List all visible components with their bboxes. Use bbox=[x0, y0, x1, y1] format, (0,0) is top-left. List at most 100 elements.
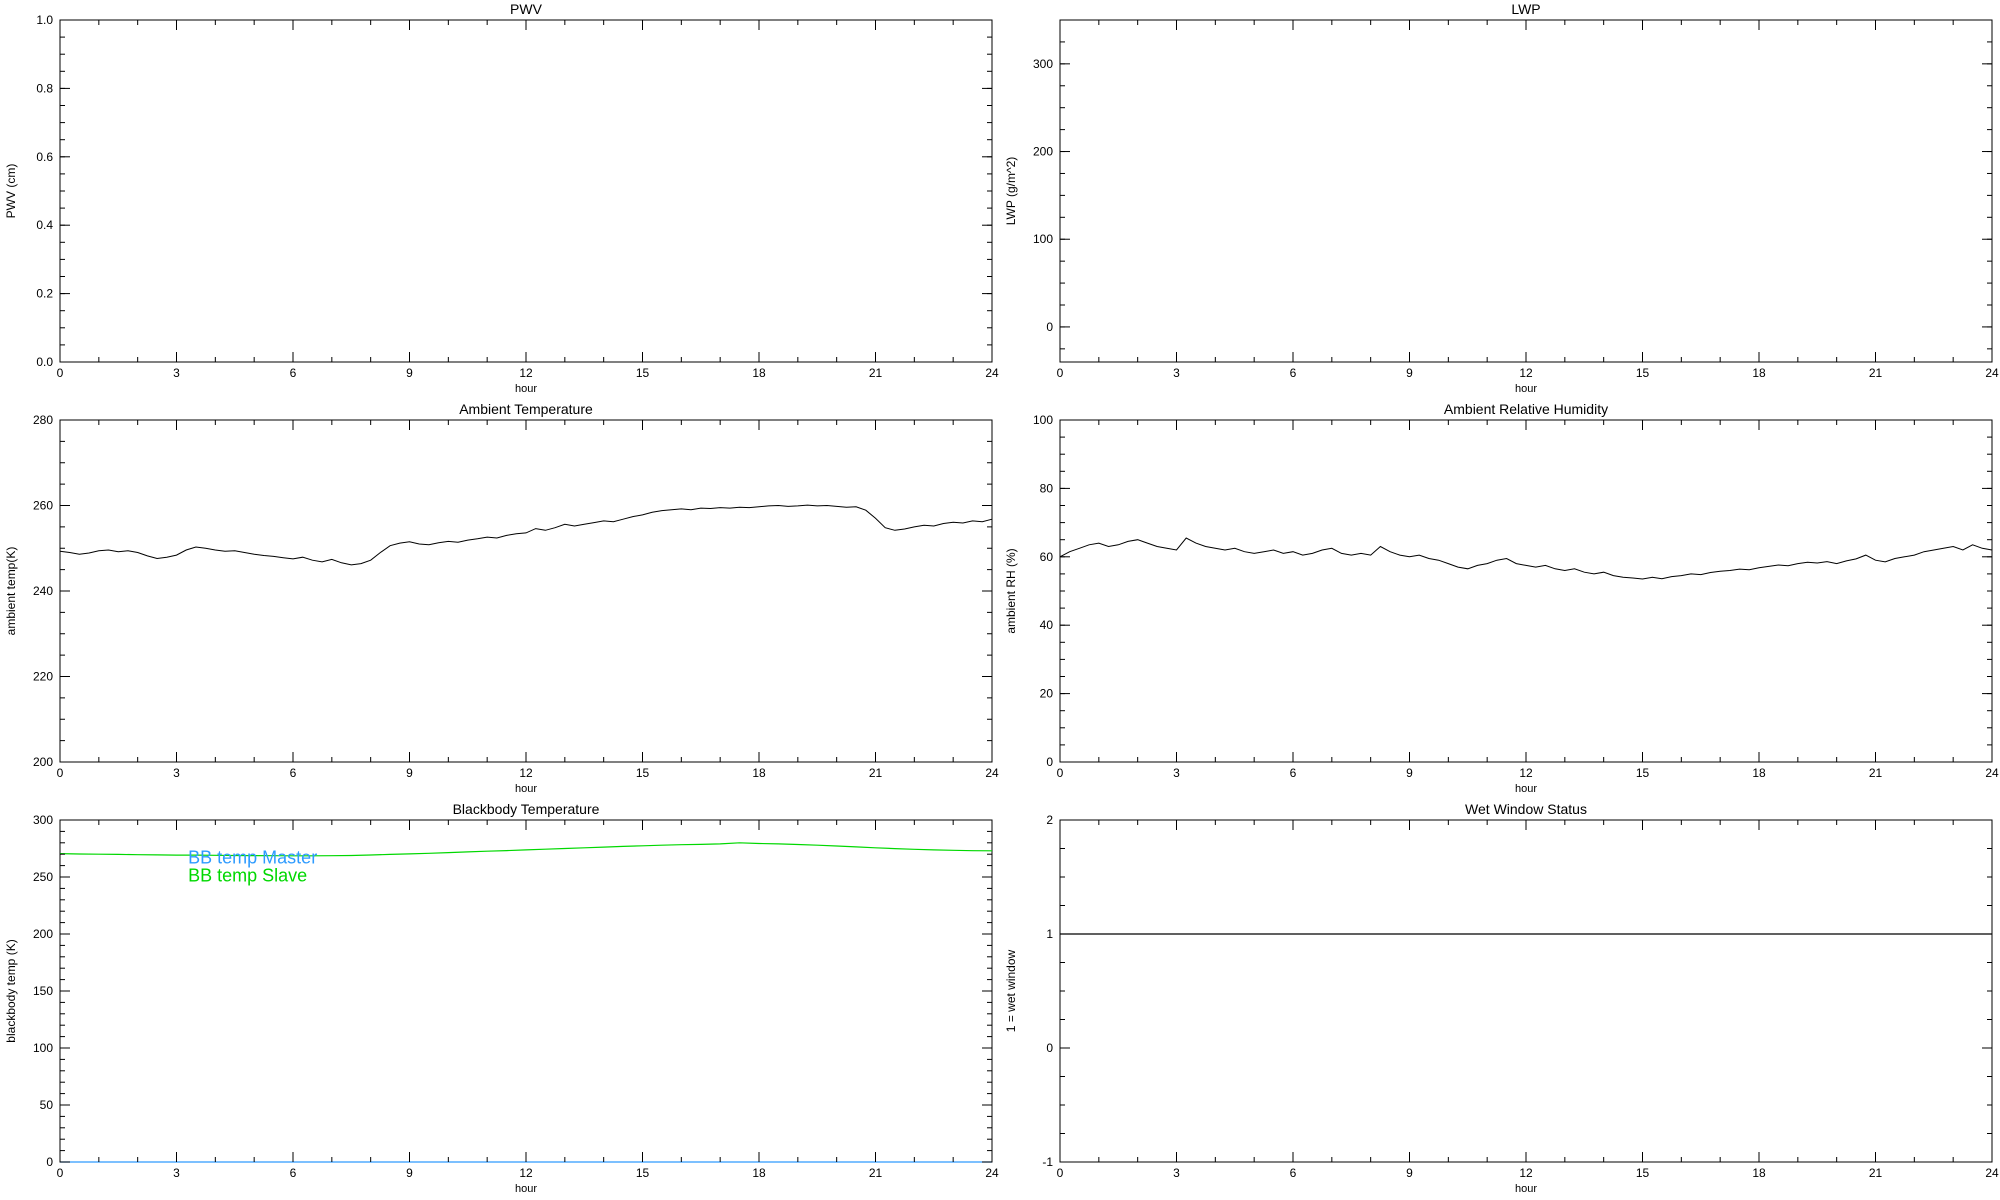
svg-text:200: 200 bbox=[33, 755, 53, 769]
svg-text:2: 2 bbox=[1046, 813, 1053, 827]
svg-text:0.2: 0.2 bbox=[36, 287, 53, 301]
svg-text:220: 220 bbox=[33, 670, 53, 684]
svg-text:Wet Window Status: Wet Window Status bbox=[1465, 801, 1587, 817]
svg-text:18: 18 bbox=[1752, 766, 1766, 780]
svg-text:9: 9 bbox=[406, 766, 413, 780]
svg-text:ambient temp(K): ambient temp(K) bbox=[4, 547, 18, 636]
svg-text:15: 15 bbox=[1636, 766, 1650, 780]
blackbody-temperature-plot: 0 3 6 9 12 15 18 21 24 0 50 100 150 200 250 300 Blackbod… bbox=[4, 801, 999, 1195]
svg-text:100: 100 bbox=[1033, 232, 1053, 246]
svg-text:24: 24 bbox=[1985, 366, 1999, 380]
svg-text:15: 15 bbox=[636, 766, 650, 780]
svg-text:260: 260 bbox=[33, 499, 53, 513]
svg-text:21: 21 bbox=[869, 1166, 883, 1180]
svg-text:3: 3 bbox=[173, 366, 180, 380]
svg-text:200: 200 bbox=[1033, 145, 1053, 159]
ambient-relative-humidity-plot: 0 3 6 9 12 15 18 21 24 0 20 40 60 80 100 Ambient Relati… bbox=[1004, 401, 1999, 795]
svg-text:80: 80 bbox=[1040, 481, 1054, 495]
svg-text:200: 200 bbox=[33, 927, 53, 941]
svg-text:0.0: 0.0 bbox=[36, 355, 53, 369]
svg-text:hour: hour bbox=[1515, 783, 1537, 795]
svg-text:9: 9 bbox=[1406, 1166, 1413, 1180]
svg-text:0.8: 0.8 bbox=[36, 81, 53, 95]
svg-text:9: 9 bbox=[1406, 366, 1413, 380]
svg-text:0: 0 bbox=[57, 366, 64, 380]
svg-text:21: 21 bbox=[1869, 766, 1883, 780]
svg-text:18: 18 bbox=[752, 766, 766, 780]
svg-text:0: 0 bbox=[1046, 320, 1053, 334]
svg-text:21: 21 bbox=[869, 366, 883, 380]
svg-text:250: 250 bbox=[33, 870, 53, 884]
svg-text:300: 300 bbox=[33, 813, 53, 827]
svg-text:6: 6 bbox=[1290, 1166, 1297, 1180]
svg-text:3: 3 bbox=[1173, 366, 1180, 380]
svg-text:12: 12 bbox=[1519, 1166, 1533, 1180]
svg-text:PWV (cm): PWV (cm) bbox=[4, 164, 18, 219]
svg-text:100: 100 bbox=[33, 1041, 53, 1055]
svg-text:hour: hour bbox=[1515, 1183, 1537, 1195]
svg-text:300: 300 bbox=[1033, 57, 1053, 71]
svg-text:ambient RH (%): ambient RH (%) bbox=[1004, 548, 1018, 633]
svg-text:150: 150 bbox=[33, 984, 53, 998]
chart-ambient-relative-humidity: 0 3 6 9 12 15 18 21 24 0 20 40 60 80 100 Ambient Relati… bbox=[1000, 400, 2000, 800]
svg-text:6: 6 bbox=[290, 1166, 297, 1180]
svg-text:15: 15 bbox=[636, 1166, 650, 1180]
svg-text:21: 21 bbox=[1869, 1166, 1883, 1180]
svg-text:1: 1 bbox=[1046, 927, 1053, 941]
svg-text:0: 0 bbox=[1046, 755, 1053, 769]
svg-text:18: 18 bbox=[752, 366, 766, 380]
svg-text:24: 24 bbox=[1985, 766, 1999, 780]
svg-text:BB temp Slave: BB temp Slave bbox=[188, 866, 307, 886]
svg-text:Ambient Temperature: Ambient Temperature bbox=[459, 401, 593, 417]
svg-text:280: 280 bbox=[33, 413, 53, 427]
svg-text:3: 3 bbox=[173, 1166, 180, 1180]
svg-text:6: 6 bbox=[1290, 366, 1297, 380]
svg-text:12: 12 bbox=[1519, 366, 1533, 380]
ambient-temperature-plot: 0 3 6 9 12 15 18 21 24 200 220 240 260 280 Ambient Tem… bbox=[4, 401, 999, 795]
svg-text:blackbody temp (K): blackbody temp (K) bbox=[4, 939, 18, 1042]
pwv-plot: 0 3 6 9 12 15 18 21 24 0.0 0.2 0.4 0.6 0.8 1.0 PWV hour P… bbox=[4, 1, 999, 395]
svg-text:6: 6 bbox=[290, 366, 297, 380]
svg-text:40: 40 bbox=[1040, 618, 1054, 632]
svg-text:BB temp Master: BB temp Master bbox=[188, 847, 317, 867]
svg-text:-1: -1 bbox=[1042, 1155, 1053, 1169]
svg-text:0.4: 0.4 bbox=[36, 218, 53, 232]
svg-text:100: 100 bbox=[1033, 413, 1053, 427]
svg-text:24: 24 bbox=[985, 766, 999, 780]
chart-lwp: 0 3 6 9 12 15 18 21 24 0 100 200 300 LWP hour LWP (g/m^… bbox=[1000, 0, 2000, 400]
svg-text:18: 18 bbox=[752, 1166, 766, 1180]
svg-text:3: 3 bbox=[1173, 766, 1180, 780]
svg-text:hour: hour bbox=[515, 783, 537, 795]
svg-text:18: 18 bbox=[1752, 366, 1766, 380]
svg-text:18: 18 bbox=[1752, 1166, 1766, 1180]
svg-text:0: 0 bbox=[1046, 1041, 1053, 1055]
svg-text:12: 12 bbox=[519, 1166, 533, 1180]
svg-text:0: 0 bbox=[57, 1166, 64, 1180]
svg-text:12: 12 bbox=[519, 366, 533, 380]
svg-text:21: 21 bbox=[1869, 366, 1883, 380]
svg-text:1 = wet window: 1 = wet window bbox=[1004, 949, 1018, 1032]
svg-text:12: 12 bbox=[519, 766, 533, 780]
svg-text:0: 0 bbox=[1057, 1166, 1064, 1180]
svg-text:15: 15 bbox=[1636, 1166, 1650, 1180]
svg-text:0: 0 bbox=[57, 766, 64, 780]
svg-text:24: 24 bbox=[985, 1166, 999, 1180]
svg-text:LWP: LWP bbox=[1511, 1, 1540, 17]
svg-text:LWP (g/m^2): LWP (g/m^2) bbox=[1004, 157, 1018, 226]
svg-text:0: 0 bbox=[46, 1155, 53, 1169]
svg-text:15: 15 bbox=[636, 366, 650, 380]
svg-text:20: 20 bbox=[1040, 687, 1054, 701]
svg-text:9: 9 bbox=[406, 1166, 413, 1180]
svg-text:6: 6 bbox=[1290, 766, 1297, 780]
svg-text:24: 24 bbox=[1985, 1166, 1999, 1180]
svg-text:21: 21 bbox=[869, 766, 883, 780]
svg-text:24: 24 bbox=[985, 366, 999, 380]
svg-text:Blackbody Temperature: Blackbody Temperature bbox=[453, 801, 600, 817]
svg-text:9: 9 bbox=[1406, 766, 1413, 780]
svg-text:0: 0 bbox=[1057, 766, 1064, 780]
svg-text:1.0: 1.0 bbox=[36, 13, 53, 27]
svg-text:9: 9 bbox=[406, 366, 413, 380]
svg-text:240: 240 bbox=[33, 584, 53, 598]
